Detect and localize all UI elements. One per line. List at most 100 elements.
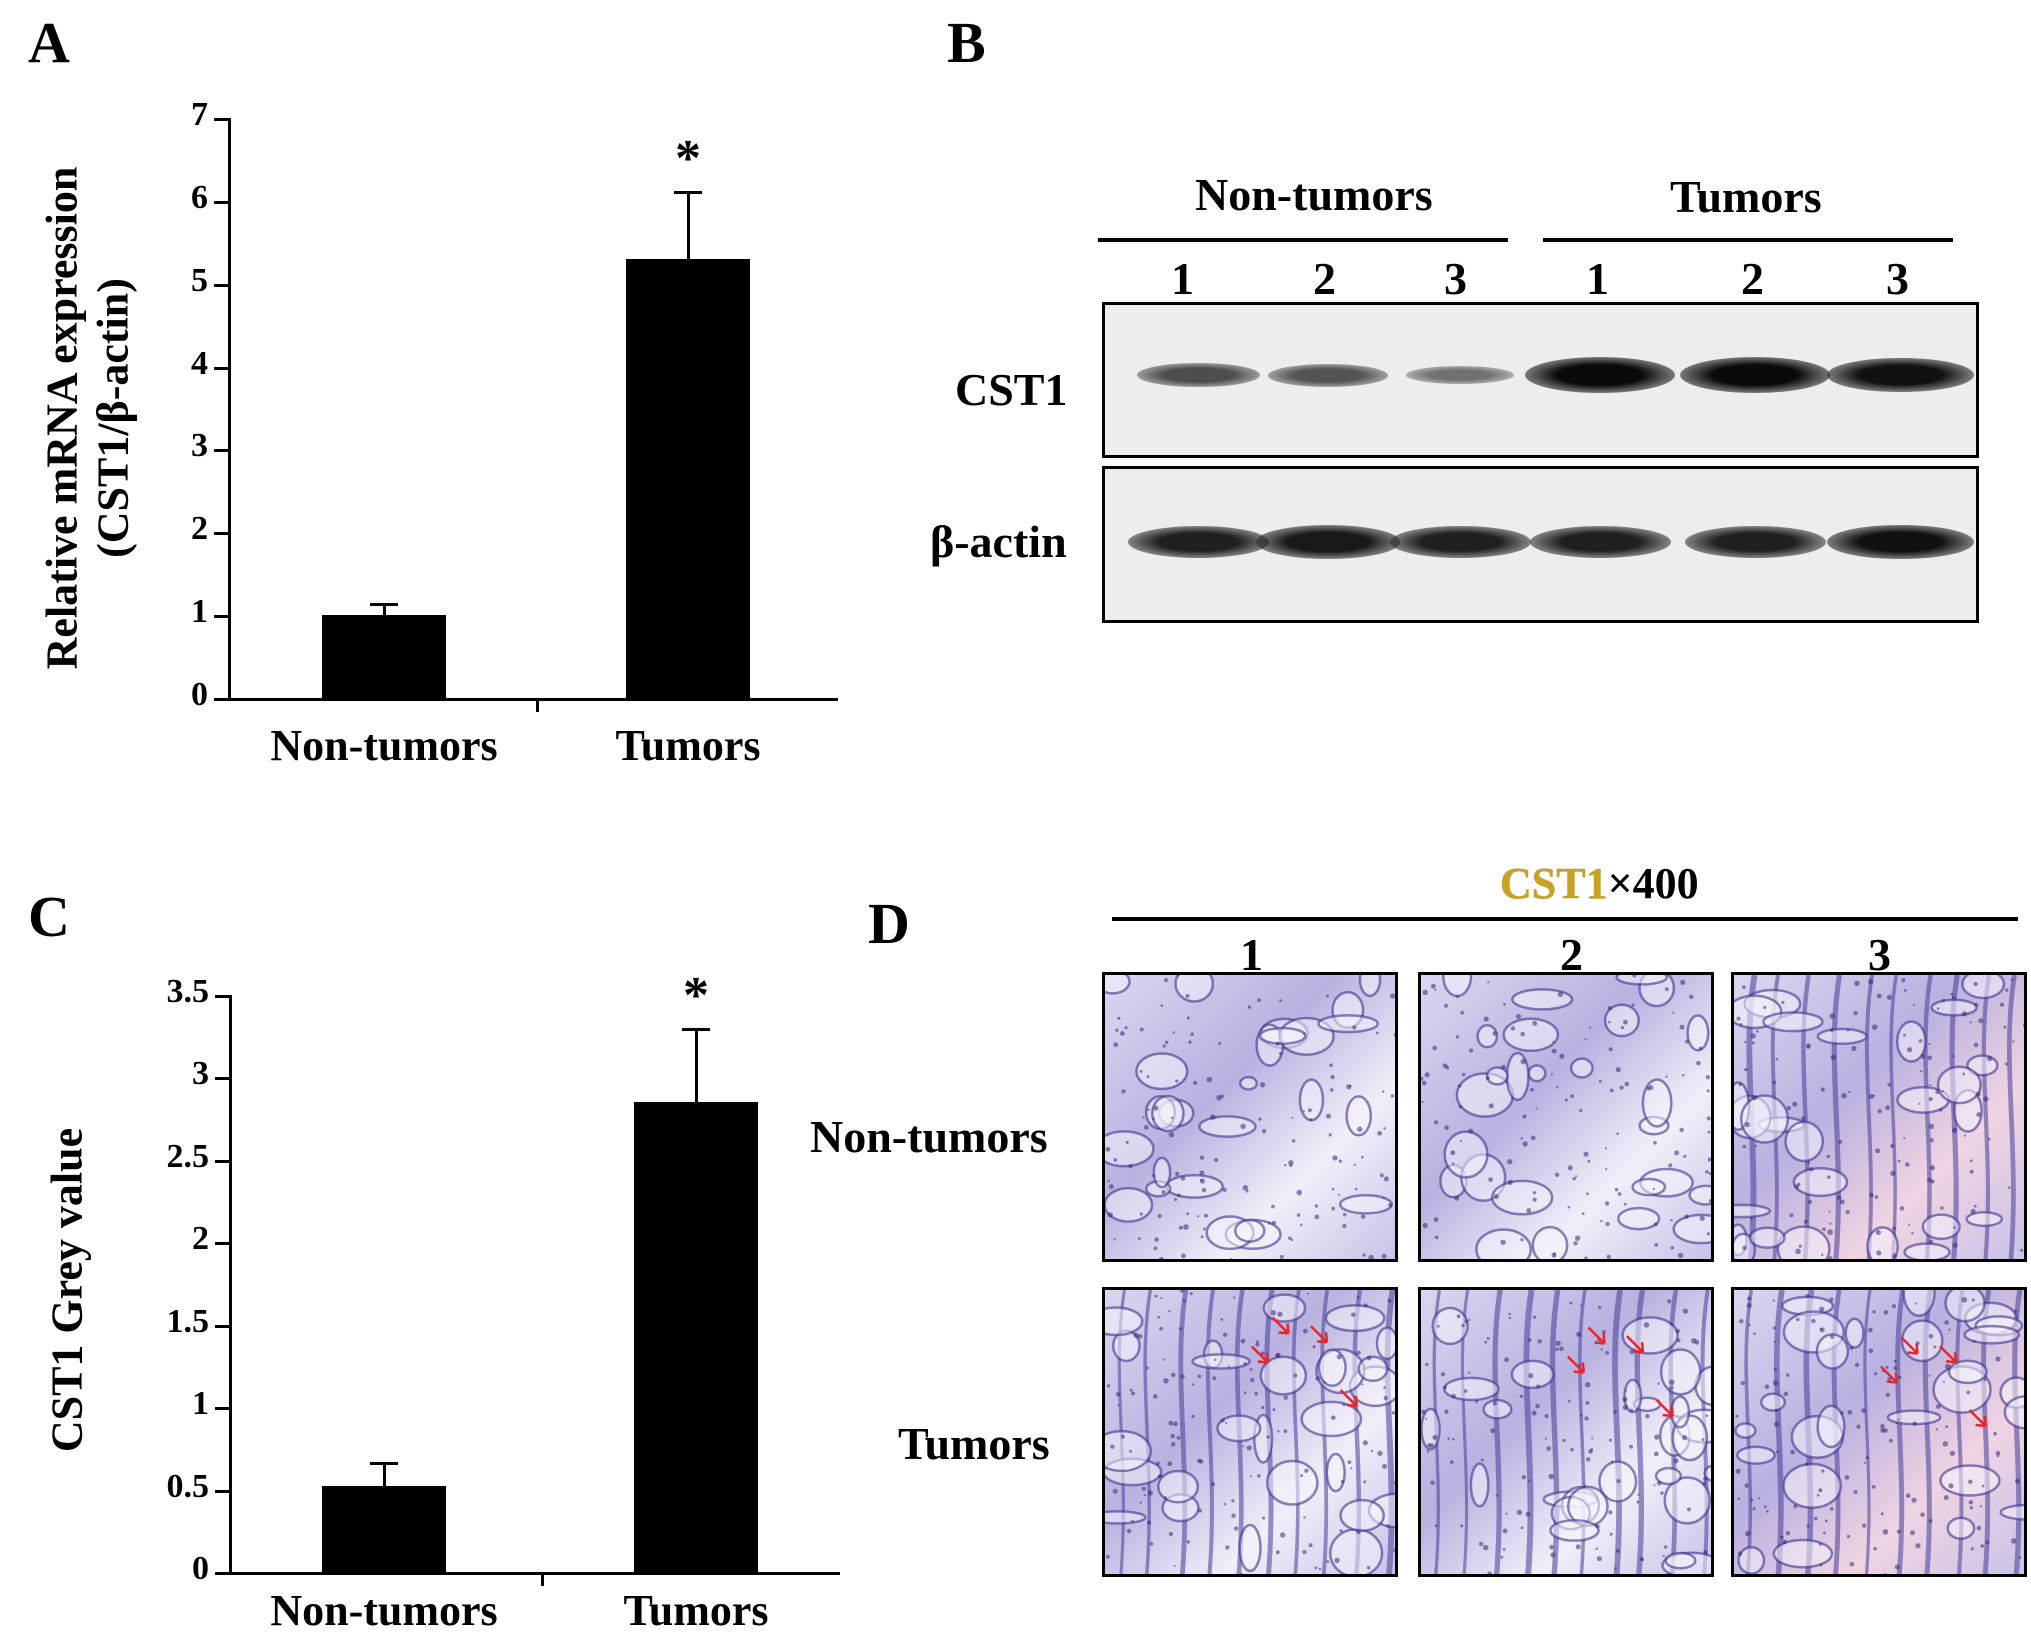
nucleus-dot [1752,1041,1755,1044]
nucleus-dot [1144,1125,1149,1130]
nucleus-dot [1556,1086,1558,1088]
nucleus-dot [1304,1469,1308,1473]
gland-outline [1739,1547,1764,1573]
nucleus-dot [1595,1548,1598,1551]
nucleus-dot [1848,1091,1850,1093]
nucleus-dot [1580,1414,1583,1417]
nucleus-dot [1183,1299,1186,1302]
gland-outline [1359,1357,1388,1381]
gland-outline [1902,1321,1942,1361]
nucleus-dot [1284,1164,1286,1166]
nucleus-dot [1585,1038,1587,1040]
nucleus-dot [1624,1203,1627,1206]
blot-band [1390,526,1531,558]
gland-outline [1105,1431,1151,1471]
nucleus-dot [1600,1220,1602,1222]
nucleus-dot [1827,1175,1830,1178]
nucleus-dot [1589,1026,1591,1028]
nucleus-dot [1522,1114,1526,1118]
nucleus-dot [1357,1127,1362,1132]
y-tick-label: 1.5 [99,1303,209,1341]
nucleus-dot [1441,1372,1445,1376]
nucleus-dot [1784,1392,1789,1397]
nucleus-dot [1197,1459,1201,1463]
nucleus-dot [1738,1497,1741,1500]
nucleus-dot [1169,1132,1175,1138]
nucleus-dot [1668,1163,1672,1167]
gland-outline [1750,1228,1784,1248]
nucleus-dot [1142,1116,1144,1118]
nucleus-dot [1187,1016,1190,1019]
nucleus-dot [1261,1406,1264,1409]
nucleus-dot [1256,1340,1259,1343]
nucleus-dot [1664,1545,1667,1548]
nucleus-dot [1284,1395,1288,1399]
nucleus-dot [1841,1093,1846,1098]
nucleus-dot [1928,1097,1932,1101]
nucleus-dot [1159,1474,1163,1478]
nucleus-dot [1179,1327,1182,1330]
gland-outline [1302,1402,1361,1436]
nucleus-dot [1706,1075,1710,1079]
nucleus-dot [1421,1101,1423,1103]
y-axis-line [229,995,232,1574]
nucleus-dot [1608,1006,1612,1010]
nucleus-dot [1342,1403,1345,1406]
gland-outline [1618,1208,1659,1229]
nucleus-dot [1330,1075,1334,1079]
nucleus-dot [1583,1152,1588,1157]
nucleus-dot [1623,1020,1628,1025]
gland-outline [1326,1305,1384,1331]
nucleus-dot [1468,1372,1470,1374]
blot-band [1530,526,1671,558]
nucleus-dot [1105,1147,1110,1152]
y-tick-mark [215,1242,229,1245]
nucleus-dot [1609,1047,1613,1051]
nucleus-dot [1559,1346,1564,1351]
nucleus-dot [1532,1021,1537,1026]
nucleus-dot [1823,1531,1826,1534]
nucleus-dot [1695,1340,1700,1345]
nucleus-dot [2005,988,2008,991]
nucleus-dot [1173,1031,1175,1033]
nucleus-dot [1483,1545,1488,1550]
nucleus-dot [1222,1188,1226,1192]
y-tick-mark [215,1325,229,1328]
nucleus-dot [1930,1165,1935,1170]
nucleus-dot [1528,1338,1532,1342]
nucleus-dot [1707,1116,1711,1120]
nucleus-dot [1155,1295,1158,1298]
nucleus-dot [1303,1329,1308,1334]
nucleus-dot [1288,1236,1292,1240]
nucleus-dot [1434,1524,1437,1527]
nucleus-dot [1390,993,1395,998]
nucleus-dot [1431,984,1436,989]
nucleus-dot [1555,1341,1560,1346]
nucleus-dot [1468,1319,1470,1321]
nucleus-dot [1383,1127,1386,1130]
nucleus-dot [1773,1326,1776,1329]
gland-outline [1962,975,2004,998]
significance-asterisk: * [676,970,716,1022]
nucleus-dot [1774,1368,1777,1371]
nucleus-dot [1243,1362,1246,1365]
nucleus-dot [1451,1394,1456,1399]
crypt-line [1834,975,1839,1262]
nucleus-dot [1615,1188,1618,1191]
nucleus-dot [1144,1494,1146,1496]
blot-group-line-tumors [1543,238,1953,242]
gland-outline [1330,1529,1382,1576]
gland-outline [1176,975,1213,1001]
nucleus-dot [1605,1222,1609,1226]
nucleus-dot [1877,994,1882,999]
nucleus-dot [1319,1568,1321,1570]
y-axis-label-line2: (CST1/β-actin) [88,167,139,670]
nucleus-dot [1670,1323,1673,1326]
nucleus-dot [1605,1351,1609,1355]
panel-letter-d: D [868,895,910,953]
nucleus-dot [1942,999,1945,1002]
ihc-title-line [1112,917,2018,921]
nucleus-dot [1805,1294,1809,1298]
nucleus-dot [1191,1415,1194,1418]
nucleus-dot [1763,1006,1766,1009]
